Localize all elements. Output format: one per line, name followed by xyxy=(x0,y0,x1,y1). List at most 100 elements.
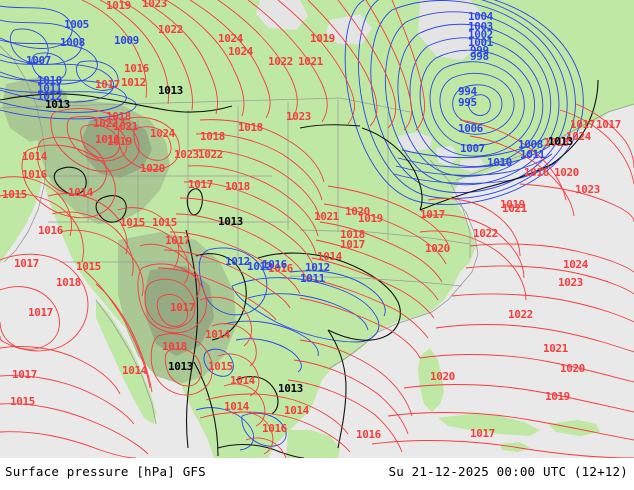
isobar-1013-gulf-boundary xyxy=(257,252,401,341)
isobar-1014-southwest xyxy=(51,211,134,277)
isobar-label: 1017 xyxy=(188,178,213,191)
isobar-1015-gulf xyxy=(199,411,351,453)
isobar-label: 1017 xyxy=(596,118,621,131)
isobar-inner2-nw xyxy=(31,52,67,82)
isobar-1020-rockies xyxy=(50,108,140,172)
isobar-label: 1014 xyxy=(22,150,48,163)
isobar-1018-neast xyxy=(469,135,575,217)
isobar-1021-neast xyxy=(575,103,634,169)
isobar-label: 1017 xyxy=(165,234,190,247)
isobar-1017-mexico-s xyxy=(164,348,202,387)
isobar-label: 1014 xyxy=(224,400,250,413)
isobar-label: 1013 xyxy=(158,84,183,97)
canada-atlantic-coast xyxy=(455,103,634,181)
footer-parameter-label: Surface pressure [hPa] GFS xyxy=(5,464,206,479)
isobar-1019-atlantic xyxy=(403,384,634,413)
isobar-1023-plains xyxy=(199,119,325,183)
isobar-1015-midwest xyxy=(299,297,421,359)
isobar-inner3-nw xyxy=(76,60,119,91)
lake-michigan-huron xyxy=(436,146,458,166)
isobar-1021-arctic xyxy=(119,0,193,111)
isobar-label: 1021 xyxy=(502,202,528,215)
isobar-1016-southwest xyxy=(117,207,180,269)
isobar-label: 1015 xyxy=(10,395,35,408)
isobar-label: 1015 xyxy=(152,216,177,229)
isobar-label: 1012 xyxy=(225,255,250,268)
isobar-label: 1019 xyxy=(500,198,525,211)
isobar-1015-mexico-e xyxy=(199,296,252,347)
isobar-1022-rockies xyxy=(66,116,128,162)
isobar-label: 1013 xyxy=(45,98,70,111)
isobar-label: 1013 xyxy=(278,382,303,395)
isobar-label: 1012 xyxy=(37,90,62,103)
isobar-1022b-arctic xyxy=(277,0,355,125)
isobar-1021-atlantic xyxy=(435,324,634,353)
isobar-label: 1019 xyxy=(107,135,132,148)
isobar-label: 1020 xyxy=(560,362,585,375)
isobar-label: 1024 xyxy=(150,127,176,140)
hudson-bay xyxy=(418,0,486,60)
isobar-label: 1008 xyxy=(60,36,85,49)
isobar-1015-plains xyxy=(163,249,291,309)
isobar-label: 1024 xyxy=(566,130,592,143)
isobar-1010-nw xyxy=(0,59,114,103)
isobar-1018-mexico xyxy=(144,278,196,329)
isobar-label: 1006 xyxy=(458,122,484,135)
isobar-label: 1012 xyxy=(247,260,272,273)
isobar-label: 1021 xyxy=(543,342,569,355)
isobar-1020-plains xyxy=(187,165,319,237)
isobar-label: 1001 xyxy=(468,36,494,49)
isobar-1017-pacific-inner xyxy=(0,286,60,350)
isobar-1013b-pacific-s xyxy=(0,431,137,458)
map-footer: Surface pressure [hPa] GFS Su 21-12-2025… xyxy=(0,458,634,490)
isobar-1014-plains xyxy=(157,267,277,321)
isobar-label: 1018 xyxy=(544,136,569,149)
isobar-1018-southwest xyxy=(139,243,200,299)
isobar-1024-arctic xyxy=(189,0,271,119)
isobar-1014-mexico-e xyxy=(211,323,257,367)
isobar-label: 1022 xyxy=(268,55,293,68)
isobar-1017-pacific-ridge xyxy=(0,253,89,352)
isobar-1013-small-ellipse xyxy=(186,188,203,216)
isobar-label: 1016 xyxy=(268,262,294,275)
isobar-1022-rockies-e xyxy=(117,116,180,171)
isobar-1024-rockies-e xyxy=(133,126,172,161)
isobar-label: 1004 xyxy=(468,10,494,23)
isobar-label: 1018 xyxy=(225,180,250,193)
isobar-label: 1007 xyxy=(460,142,485,155)
isobar-1023-arctic xyxy=(165,0,245,117)
isobar-label: 1016 xyxy=(262,258,288,271)
isobar-1011-nw xyxy=(0,75,127,113)
isobar-label: 1019 xyxy=(310,32,335,45)
isobar-label: 1016 xyxy=(524,166,550,179)
isobar-1024-atlantic xyxy=(469,243,634,273)
isobar-label: 1022 xyxy=(508,308,533,321)
isobar-label: 1015 xyxy=(120,216,145,229)
isobar-1019-arctic xyxy=(81,0,147,99)
state-border-h4 xyxy=(299,229,471,245)
pacific-coastline xyxy=(0,45,47,263)
isobar-label: 1017 xyxy=(420,208,445,221)
isobar-1022-atlantic xyxy=(451,293,634,323)
baja-california xyxy=(96,300,156,424)
isobar-1015-mexico-e2 xyxy=(217,353,260,397)
isobar-label: 1024 xyxy=(563,258,589,271)
isobar-1008-nw xyxy=(0,19,83,65)
isobar-label: 1024 xyxy=(228,45,254,58)
isobar-label: 1017 xyxy=(340,238,365,251)
isobar-1012-low-arc2 xyxy=(235,338,302,373)
isobar-1008-arc xyxy=(401,137,547,158)
isobar-1005-ring xyxy=(370,0,568,194)
isobar-label: 1013 xyxy=(548,135,573,148)
isobar-1017-plains xyxy=(175,213,309,283)
isobar-998-ring xyxy=(439,72,515,135)
isobar-1022-east xyxy=(419,230,527,301)
isobar-1016-mexico-e5 xyxy=(245,437,287,458)
isobar-label: 1019 xyxy=(545,390,570,403)
isobar-1015-mexico-e4 xyxy=(231,411,274,455)
isobar-label: 1011 xyxy=(37,82,63,95)
isobar-1006-ring xyxy=(358,0,576,199)
isobar-label: 1014 xyxy=(122,364,148,377)
surface-pressure-map[interactable]: 1005 1008 1007 1009 1010 1011 1012 1013 1013 1012… xyxy=(0,0,634,458)
isobar-1017-midwest xyxy=(311,257,435,319)
